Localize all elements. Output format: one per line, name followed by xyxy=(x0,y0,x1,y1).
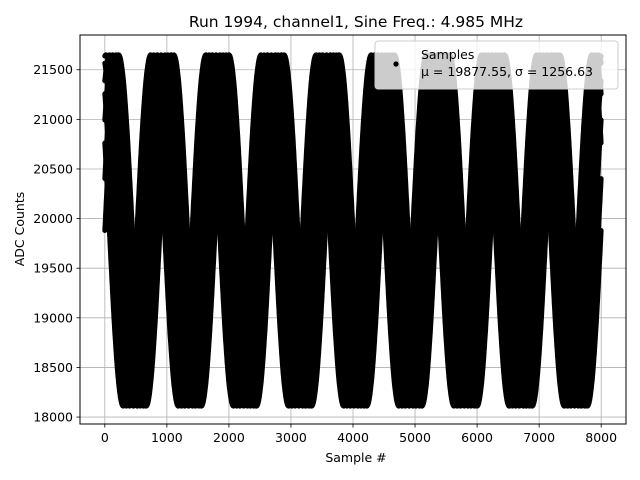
x-tick-label: 2000 xyxy=(213,430,245,445)
x-tick-label: 0 xyxy=(101,430,109,445)
data-series-samples xyxy=(102,52,604,409)
x-axis-label: Sample # xyxy=(325,450,386,465)
legend-label: Samples xyxy=(421,47,474,62)
chart-title: Run 1994, channel1, Sine Freq.: 4.985 MH… xyxy=(189,13,523,31)
y-tick-label: 19500 xyxy=(33,261,73,276)
x-tick-label: 5000 xyxy=(399,430,431,445)
sample-trace xyxy=(102,52,604,409)
sample-trace xyxy=(102,52,604,409)
y-axis-label: ADC Counts xyxy=(12,192,27,267)
x-tick-label: 4000 xyxy=(337,430,369,445)
y-tick-label: 20000 xyxy=(33,211,73,226)
legend-stats: μ = 19877.55, σ = 1256.63 xyxy=(421,64,593,79)
x-tick-label: 7000 xyxy=(523,430,555,445)
x-tick-label: 1000 xyxy=(151,430,183,445)
legend-marker xyxy=(393,61,399,67)
y-tick-label: 21500 xyxy=(33,62,73,77)
y-tick-label: 18000 xyxy=(33,410,73,425)
x-tick-label: 3000 xyxy=(275,430,307,445)
legend-box xyxy=(374,40,619,90)
x-tick-label: 6000 xyxy=(461,430,493,445)
y-tick-label: 18500 xyxy=(33,360,73,375)
legend: Samples μ = 19877.55, σ = 1256.63 xyxy=(374,40,619,90)
y-tick-label: 19000 xyxy=(33,310,73,325)
y-tick-label: 20500 xyxy=(33,161,73,176)
sample-trace xyxy=(102,52,604,409)
axis-ticks: 0 1000 2000 3000 4000 5000 6000 7000 8000 18000 18… xyxy=(33,62,617,445)
sample-trace xyxy=(102,52,604,409)
y-tick-label: 21000 xyxy=(33,112,73,127)
x-tick-label: 8000 xyxy=(585,430,617,445)
